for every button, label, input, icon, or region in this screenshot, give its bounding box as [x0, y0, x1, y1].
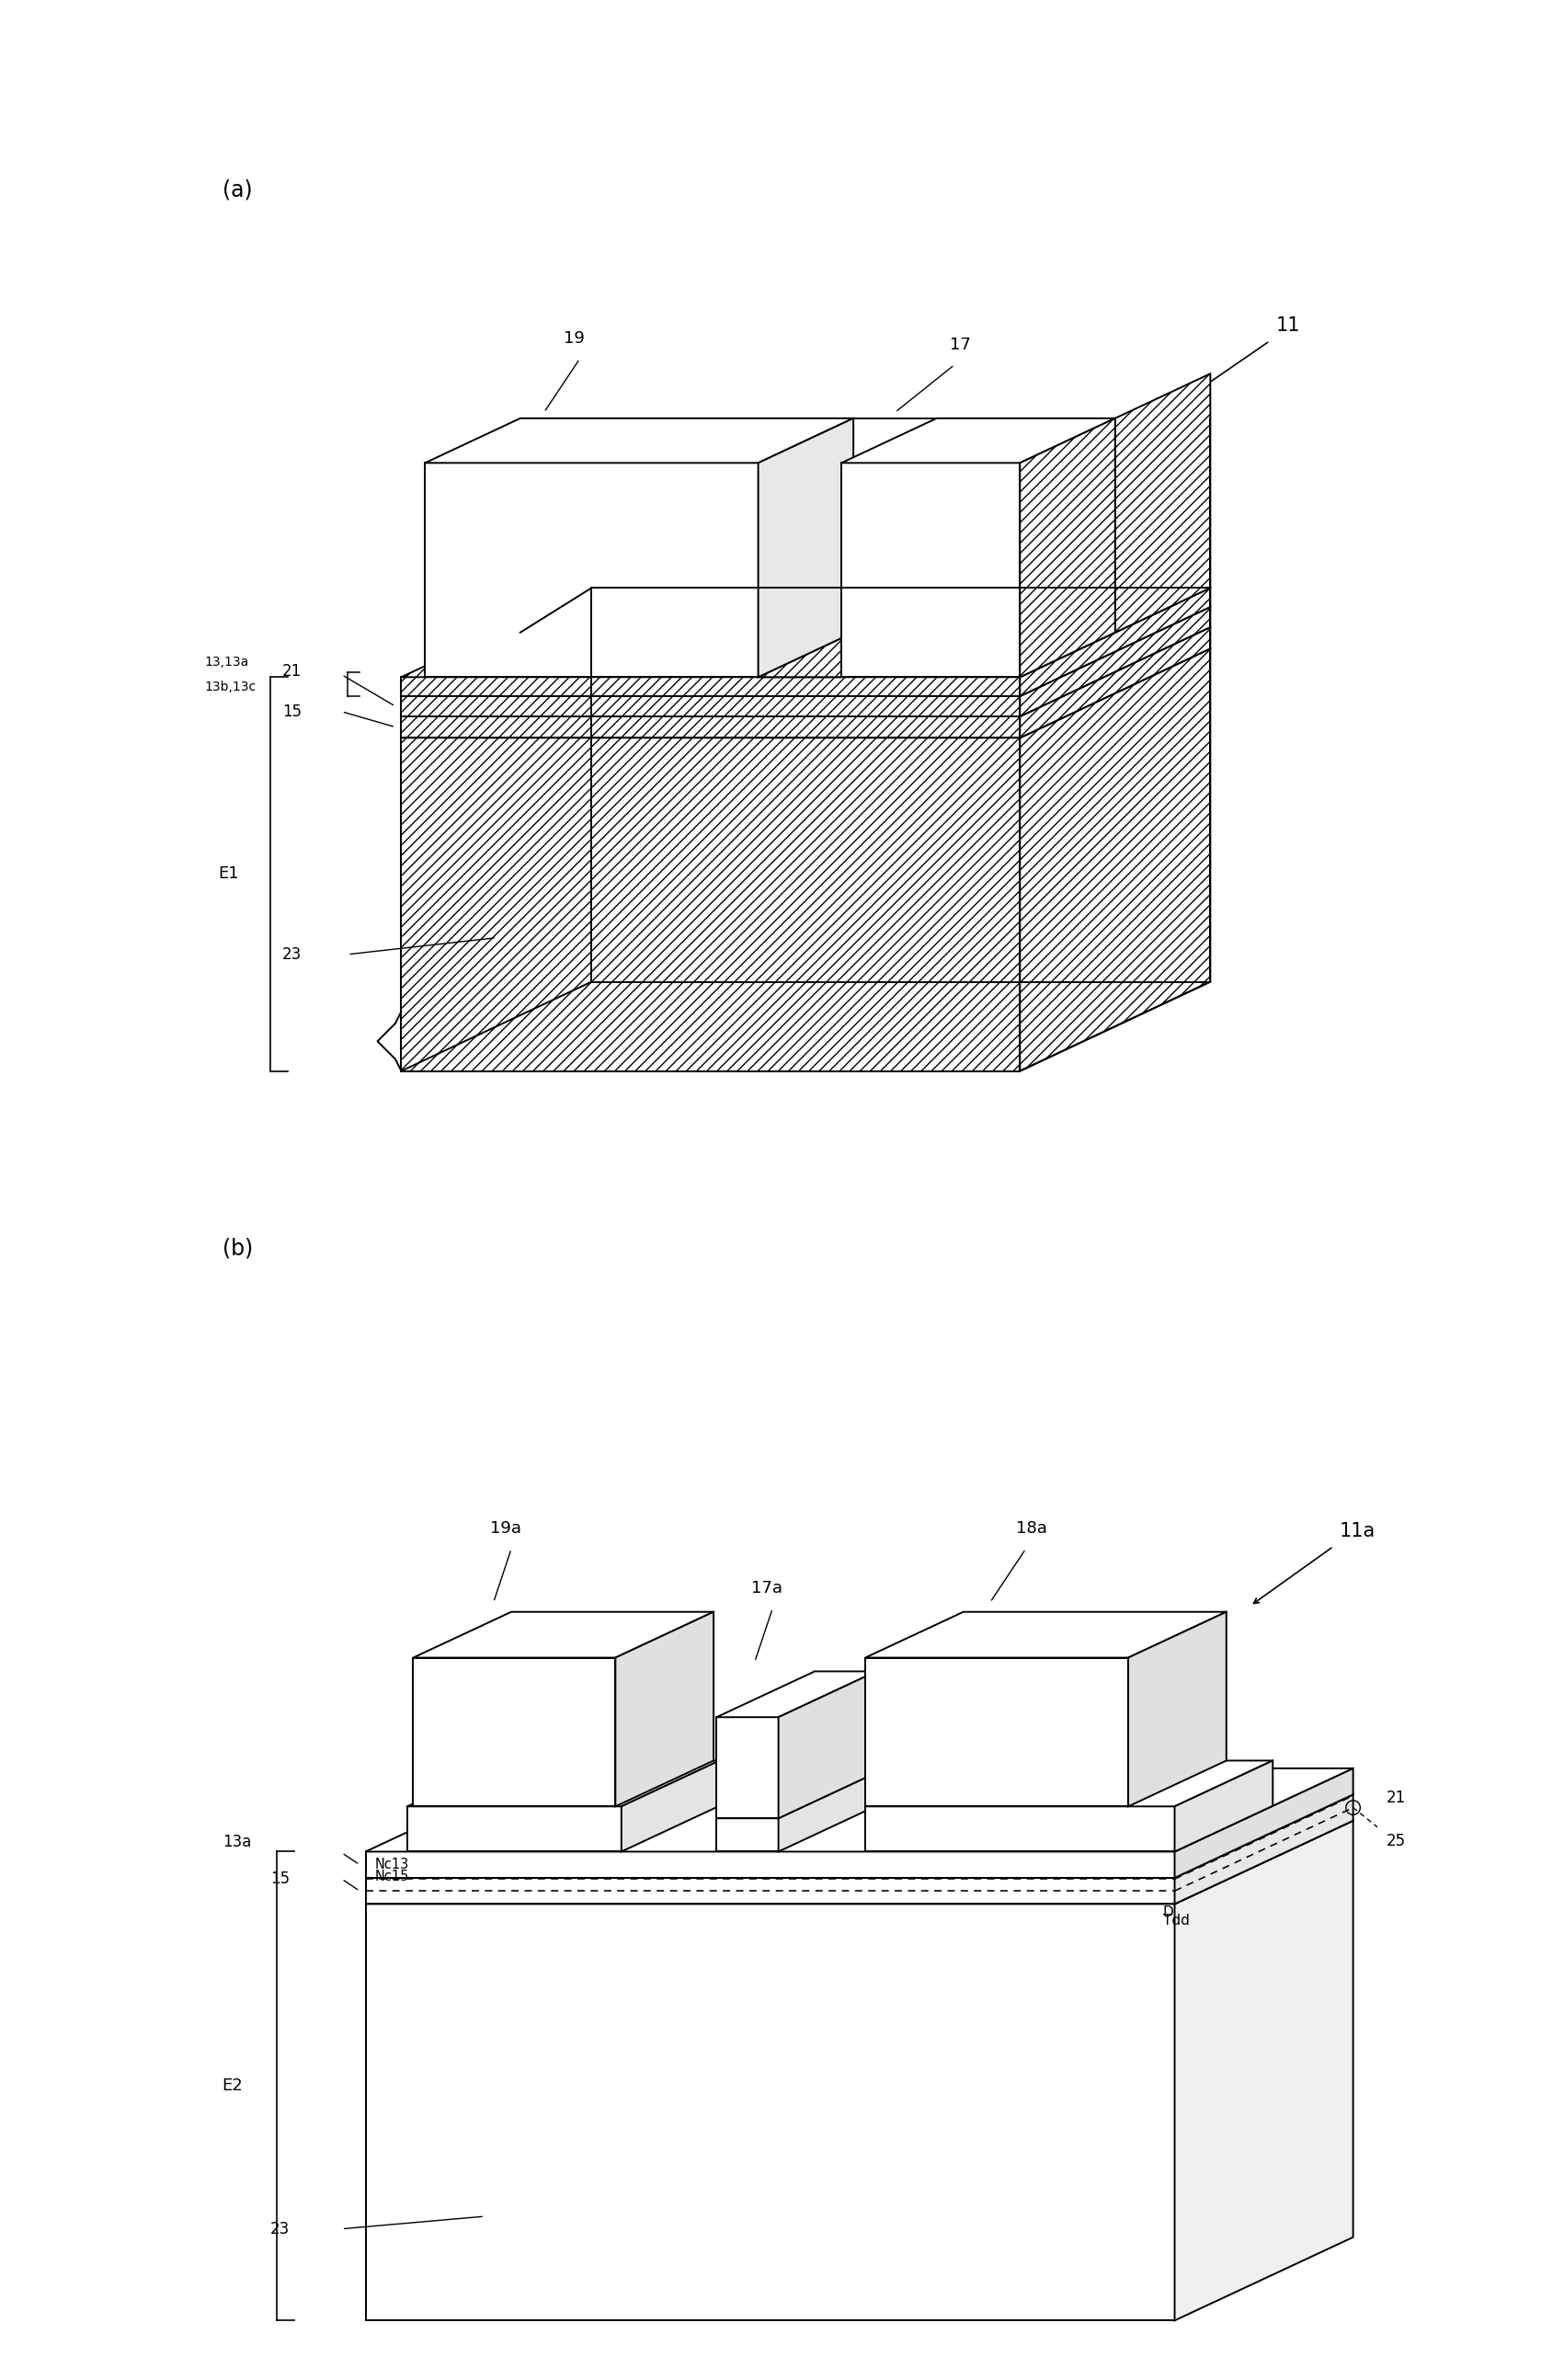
Text: 13,13a: 13,13a [205, 657, 249, 669]
Text: Nc15: Nc15 [375, 1871, 410, 1885]
Polygon shape [402, 607, 1211, 695]
Polygon shape [413, 1611, 713, 1656]
Text: E2: E2 [222, 2078, 242, 2094]
Polygon shape [1020, 650, 1211, 1071]
Polygon shape [425, 419, 854, 462]
Polygon shape [1128, 1611, 1226, 1806]
Polygon shape [366, 1878, 1175, 1904]
Text: 23: 23 [271, 2221, 289, 2237]
Polygon shape [865, 1611, 1226, 1656]
Text: 18a: 18a [1017, 1521, 1048, 1537]
Polygon shape [841, 419, 1115, 462]
Text: 19: 19 [563, 331, 585, 347]
Polygon shape [402, 588, 1211, 678]
Polygon shape [402, 716, 1020, 738]
Text: 11: 11 [1276, 317, 1300, 336]
Polygon shape [716, 1818, 779, 1852]
Text: Tdd: Tdd [1162, 1914, 1189, 1928]
Text: (b): (b) [222, 1238, 253, 1259]
Polygon shape [759, 633, 937, 678]
Polygon shape [865, 1656, 1128, 1806]
Polygon shape [1020, 607, 1211, 716]
Polygon shape [366, 1768, 1353, 1852]
Polygon shape [402, 650, 1211, 738]
Text: 19a: 19a [490, 1521, 521, 1537]
Polygon shape [621, 1761, 719, 1852]
Polygon shape [521, 419, 937, 633]
Polygon shape [779, 1671, 876, 1818]
Text: E1: E1 [219, 866, 239, 883]
Polygon shape [779, 1773, 876, 1852]
Text: 11a: 11a [1339, 1523, 1375, 1540]
Polygon shape [1020, 419, 1115, 678]
Text: 13a: 13a [222, 1835, 252, 1852]
Polygon shape [1175, 1768, 1353, 1878]
Text: 13b,13c: 13b,13c [205, 681, 256, 695]
Polygon shape [759, 419, 854, 678]
Polygon shape [366, 1795, 1353, 1878]
Polygon shape [1175, 1761, 1273, 1852]
Polygon shape [716, 1718, 779, 1818]
Polygon shape [402, 626, 1211, 716]
Text: 17a: 17a [751, 1580, 782, 1597]
Polygon shape [413, 1656, 615, 1806]
Text: 21: 21 [282, 664, 302, 678]
Polygon shape [1115, 374, 1211, 633]
Polygon shape [402, 678, 1020, 695]
Polygon shape [615, 1611, 713, 1806]
Polygon shape [402, 695, 1020, 716]
Text: (a): (a) [222, 178, 253, 200]
Text: D: D [1162, 1904, 1173, 1918]
Polygon shape [366, 1852, 1175, 1878]
Polygon shape [366, 1821, 1353, 1904]
Polygon shape [1020, 588, 1211, 695]
Text: 25: 25 [1386, 1833, 1406, 1849]
Polygon shape [407, 1761, 719, 1806]
Polygon shape [716, 1773, 876, 1818]
Polygon shape [1020, 626, 1211, 738]
Polygon shape [1175, 1795, 1353, 1904]
Polygon shape [841, 462, 1020, 678]
Text: 15: 15 [271, 1871, 289, 1887]
Polygon shape [407, 1806, 621, 1852]
Polygon shape [865, 1761, 1273, 1806]
Polygon shape [425, 462, 759, 678]
Text: 23: 23 [282, 947, 302, 962]
Polygon shape [366, 1904, 1175, 2320]
Text: Nc13: Nc13 [375, 1859, 410, 1871]
Polygon shape [716, 1671, 876, 1718]
Text: 21: 21 [1386, 1790, 1406, 1806]
Text: 15: 15 [282, 704, 302, 719]
Polygon shape [865, 1806, 1175, 1852]
Polygon shape [402, 738, 1020, 1071]
Text: 17: 17 [949, 336, 971, 352]
Polygon shape [1175, 1821, 1353, 2320]
